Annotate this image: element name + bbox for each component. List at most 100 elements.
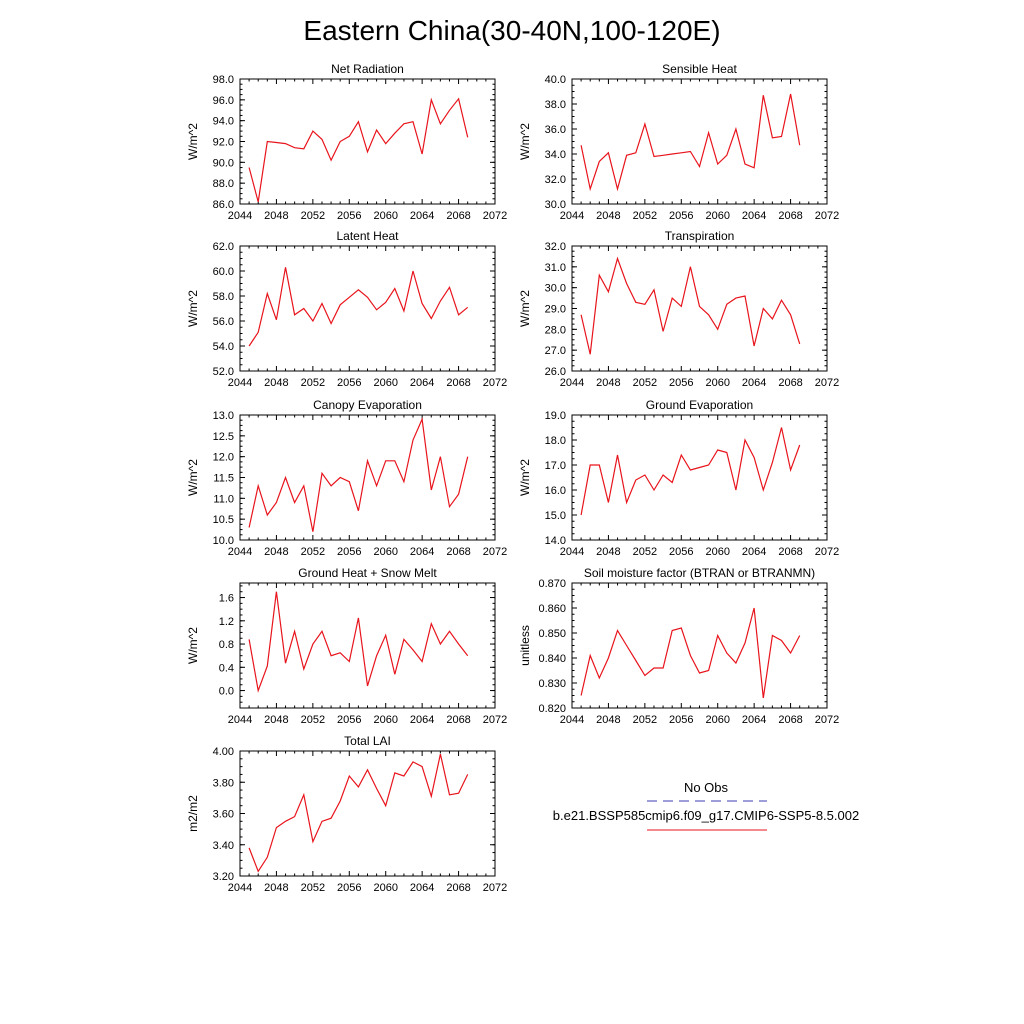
latent-heat-panel: Latent Heat W/m^2 2044 2048 2052 2056 2060 2064…	[186, 229, 507, 389]
ground-heat-snow-melt-y-tick-label: 1.6	[219, 593, 234, 605]
soil-moisture-factor-btran-or-btranmn-x-tick-label: 2044	[560, 714, 584, 726]
ground-evaporation-y-tick-label: 17.0	[545, 460, 566, 472]
total-lai-y-tick-label: 4.00	[213, 746, 234, 758]
ground-heat-snow-melt-x-tick-label: 2048	[264, 714, 288, 726]
ground-evaporation-x-tick-label: 2068	[778, 546, 802, 558]
canopy-evaporation-y-tick-label: 12.5	[213, 431, 234, 443]
transpiration-x-tick-label: 2056	[669, 377, 693, 389]
sensible-heat-x-tick-label: 2064	[742, 210, 766, 222]
soil-moisture-factor-btran-or-btranmn-x-tick-label: 2052	[633, 714, 657, 726]
soil-moisture-factor-btran-or-btranmn-x-tick-label: 2064	[742, 714, 766, 726]
latent-heat-x-tick-label: 2068	[446, 377, 470, 389]
transpiration-x-tick-label: 2072	[815, 377, 839, 389]
net-radiation-plot-frame	[239, 78, 496, 205]
latent-heat-x-tick-label: 2052	[301, 377, 325, 389]
ground-evaporation-x-tick-label: 2060	[705, 546, 729, 558]
net-radiation-panel: Net Radiation W/m^2 2044 2048 2052 2056 2060 20…	[186, 62, 507, 222]
ground-evaporation-x-tick-label: 2056	[669, 546, 693, 558]
ground-heat-snow-melt-y-tick-label: 0.4	[219, 662, 234, 674]
canopy-evaporation-y-axis-label: W/m^2	[186, 459, 200, 496]
canopy-evaporation-x-tick-label: 2044	[228, 546, 252, 558]
soil-moisture-factor-btran-or-btranmn-x-tick-label: 2048	[596, 714, 620, 726]
net-radiation-series-line	[248, 97, 469, 203]
transpiration-title: Transpiration	[665, 229, 735, 243]
ground-evaporation-panel: Ground Evaporation W/m^2 2044 2048 2052 2056 2…	[518, 398, 839, 558]
net-radiation-y-tick-label: 96.0	[213, 95, 234, 107]
ground-evaporation-y-tick-label: 15.0	[545, 510, 566, 522]
total-lai-x-tick-label: 2056	[337, 882, 361, 894]
soil-moisture-factor-btran-or-btranmn-y-tick-label: 0.870	[538, 578, 566, 590]
canopy-evaporation-panel: Canopy Evaporation W/m^2 2044 2048 2052 2056 2…	[186, 398, 507, 558]
sensible-heat-y-axis-label: W/m^2	[518, 123, 532, 160]
sensible-heat-y-tick-label: 40.0	[545, 74, 566, 86]
total-lai-y-tick-label: 3.40	[213, 840, 234, 852]
soil-moisture-factor-btran-or-btranmn-title: Soil moisture factor (BTRAN or BTRANMN)	[584, 566, 815, 580]
canopy-evaporation-series-line	[248, 416, 469, 532]
soil-moisture-factor-btran-or-btranmn-x-tick-label: 2056	[669, 714, 693, 726]
ground-evaporation-title: Ground Evaporation	[646, 398, 753, 412]
total-lai-x-tick-label: 2044	[228, 882, 252, 894]
total-lai-x-tick-label: 2068	[446, 882, 470, 894]
ground-evaporation-x-tick-label: 2064	[742, 546, 766, 558]
ground-evaporation-y-tick-label: 16.0	[545, 485, 566, 497]
sensible-heat-plot-frame	[571, 78, 828, 205]
net-radiation-x-tick-label: 2064	[410, 210, 434, 222]
transpiration-x-tick-label: 2068	[778, 377, 802, 389]
sensible-heat-x-tick-label: 2048	[596, 210, 620, 222]
soil-moisture-factor-btran-or-btranmn-panel: Soil moisture factor (BTRAN or BTRANMN) u…	[518, 566, 839, 726]
sensible-heat-x-tick-label: 2072	[815, 210, 839, 222]
latent-heat-series-line	[248, 267, 469, 347]
latent-heat-x-tick-label: 2064	[410, 377, 434, 389]
ground-heat-snow-melt-title: Ground Heat + Snow Melt	[298, 566, 437, 580]
ground-heat-snow-melt-x-tick-label: 2060	[373, 714, 397, 726]
sensible-heat-x-tick-label: 2044	[560, 210, 584, 222]
ground-heat-snow-melt-x-tick-label: 2052	[301, 714, 325, 726]
soil-moisture-factor-btran-or-btranmn-y-tick-label: 0.860	[538, 603, 566, 615]
sensible-heat-y-tick-label: 30.0	[545, 199, 566, 211]
sensible-heat-x-tick-label: 2068	[778, 210, 802, 222]
transpiration-panel: Transpiration W/m^2 2044 2048 2052 2056 2060 20…	[518, 229, 839, 389]
canopy-evaporation-y-tick-label: 13.0	[213, 410, 234, 422]
ground-evaporation-x-tick-label: 2072	[815, 546, 839, 558]
soil-moisture-factor-btran-or-btranmn-y-tick-label: 0.840	[538, 653, 566, 665]
total-lai-y-tick-label: 3.80	[213, 777, 234, 789]
ground-heat-snow-melt-x-tick-label: 2056	[337, 714, 361, 726]
net-radiation-x-tick-label: 2068	[446, 210, 470, 222]
total-lai-y-tick-label: 3.60	[213, 809, 234, 821]
sensible-heat-series-line	[580, 93, 801, 192]
sensible-heat-x-tick-label: 2060	[705, 210, 729, 222]
sensible-heat-y-tick-label: 32.0	[545, 174, 566, 186]
transpiration-x-tick-label: 2044	[560, 377, 584, 389]
total-lai-series-line	[248, 753, 469, 873]
canopy-evaporation-x-tick-label: 2064	[410, 546, 434, 558]
total-lai-x-tick-label: 2072	[483, 882, 507, 894]
latent-heat-x-tick-label: 2048	[264, 377, 288, 389]
net-radiation-x-tick-label: 2072	[483, 210, 507, 222]
ground-heat-snow-melt-x-tick-label: 2068	[446, 714, 470, 726]
latent-heat-y-tick-label: 54.0	[213, 341, 234, 353]
canopy-evaporation-y-tick-label: 10.0	[213, 535, 234, 547]
net-radiation-y-tick-label: 98.0	[213, 74, 234, 86]
canopy-evaporation-x-tick-label: 2068	[446, 546, 470, 558]
latent-heat-title: Latent Heat	[336, 229, 399, 243]
soil-moisture-factor-btran-or-btranmn-x-tick-label: 2060	[705, 714, 729, 726]
total-lai-x-tick-label: 2052	[301, 882, 325, 894]
canopy-evaporation-y-tick-label: 10.5	[213, 514, 234, 526]
canopy-evaporation-title: Canopy Evaporation	[313, 398, 422, 412]
ground-heat-snow-melt-y-axis-label: W/m^2	[186, 627, 200, 664]
canopy-evaporation-x-tick-label: 2052	[301, 546, 325, 558]
canopy-evaporation-x-tick-label: 2060	[373, 546, 397, 558]
net-radiation-y-tick-label: 92.0	[213, 137, 234, 149]
sensible-heat-y-tick-label: 38.0	[545, 99, 566, 111]
net-radiation-y-axis-label: W/m^2	[186, 123, 200, 160]
legend-model-label: b.e21.BSSP585cmip6.f09_g17.CMIP6-SSP5-8.…	[553, 808, 859, 823]
transpiration-y-tick-label: 30.0	[545, 283, 566, 295]
transpiration-y-tick-label: 31.0	[545, 262, 566, 274]
transpiration-y-tick-label: 28.0	[545, 324, 566, 336]
soil-moisture-factor-btran-or-btranmn-y-axis-label: unitless	[518, 625, 532, 666]
total-lai-title: Total LAI	[344, 734, 391, 748]
latent-heat-y-tick-label: 52.0	[213, 366, 234, 378]
net-radiation-x-tick-label: 2044	[228, 210, 252, 222]
ground-heat-snow-melt-x-tick-label: 2072	[483, 714, 507, 726]
